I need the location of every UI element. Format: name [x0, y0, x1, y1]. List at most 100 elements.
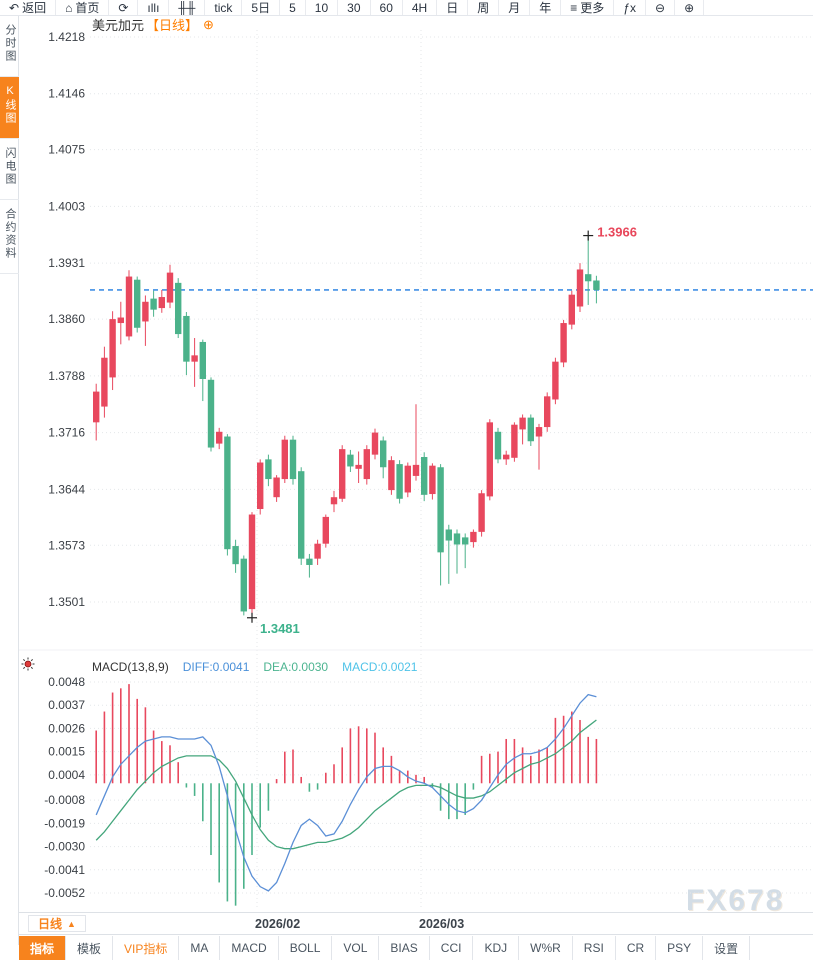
sidebar-item-lightning[interactable]: 闪电图: [0, 139, 19, 200]
candle-body[interactable]: [494, 431, 502, 460]
tab-kdj[interactable]: KDJ: [473, 936, 520, 960]
toolbar-item-refresh[interactable]: ⟳: [109, 0, 139, 15]
candle-body[interactable]: [429, 465, 436, 495]
candle-body[interactable]: [380, 440, 387, 468]
candle-body[interactable]: [306, 558, 313, 565]
tab-settings[interactable]: 设置: [703, 936, 751, 960]
period-selector[interactable]: 日线 ▲: [28, 915, 86, 932]
candle-body[interactable]: [207, 379, 215, 448]
candlestick-series[interactable]: [93, 235, 600, 618]
add-indicator-icon[interactable]: ⊕: [203, 16, 214, 32]
tab-bias[interactable]: BIAS: [379, 936, 430, 960]
candle-body[interactable]: [101, 357, 108, 407]
toolbar-item-home[interactable]: ⌂ 首页: [56, 0, 110, 15]
toolbar-item-daily[interactable]: 日: [437, 0, 469, 15]
candle-body[interactable]: [93, 391, 100, 423]
candle-body[interactable]: [158, 297, 165, 309]
toolbar-item-formula[interactable]: ƒx: [614, 0, 646, 15]
toolbar-item-zoom-in[interactable]: ⊕: [675, 0, 705, 15]
candle-body[interactable]: [232, 546, 239, 565]
toolbar-item-zoom-out[interactable]: ⊖: [646, 0, 676, 15]
candle-body[interactable]: [478, 493, 485, 532]
candle-body[interactable]: [166, 272, 174, 303]
candle-body[interactable]: [216, 431, 223, 444]
candle-body[interactable]: [339, 449, 346, 499]
tab-wr[interactable]: W%R: [519, 936, 573, 960]
candle-body[interactable]: [199, 341, 206, 379]
toolbar-item-yearly[interactable]: 年: [530, 0, 562, 15]
candle-body[interactable]: [445, 529, 452, 541]
candle-body[interactable]: [453, 533, 461, 545]
toolbar-item-tick[interactable]: tick: [205, 0, 243, 15]
candle-body[interactable]: [560, 323, 567, 363]
candle-body[interactable]: [576, 269, 584, 307]
candle-body[interactable]: [412, 464, 420, 476]
candle-body[interactable]: [593, 280, 600, 290]
toolbar-item-more[interactable]: ≡ 更多: [561, 0, 615, 15]
tab-psy[interactable]: PSY: [656, 936, 704, 960]
candle-body[interactable]: [544, 396, 551, 428]
candle-body[interactable]: [183, 315, 190, 362]
indicator-sun-icon[interactable]: [21, 657, 35, 676]
candle-body[interactable]: [470, 531, 477, 543]
tab-cci[interactable]: CCI: [430, 936, 474, 960]
candle-body[interactable]: [298, 471, 305, 559]
candle-body[interactable]: [355, 464, 362, 469]
candle-body[interactable]: [421, 457, 428, 495]
candle-body[interactable]: [552, 361, 559, 400]
candle-body[interactable]: [281, 439, 288, 480]
candle-body[interactable]: [109, 319, 116, 378]
candle-body[interactable]: [142, 301, 149, 322]
candle-body[interactable]: [486, 422, 493, 497]
candle-body[interactable]: [314, 543, 321, 559]
candle-body[interactable]: [330, 497, 338, 505]
candle-body[interactable]: [134, 279, 141, 328]
tab-ma[interactable]: MA: [179, 936, 221, 960]
tab-boll[interactable]: BOLL: [279, 936, 333, 960]
tab-rsi[interactable]: RSI: [573, 936, 616, 960]
tab-vol[interactable]: VOL: [332, 936, 380, 960]
tab-indicator[interactable]: 指标: [19, 936, 67, 960]
sidebar-item-contract-info[interactable]: 合约资料: [0, 200, 19, 274]
toolbar-item-30min[interactable]: 30: [338, 0, 371, 15]
candle-body[interactable]: [125, 276, 133, 337]
tab-macd[interactable]: MACD: [220, 936, 279, 960]
candle-body[interactable]: [175, 282, 182, 335]
toolbar-item-weekly[interactable]: 周: [468, 0, 500, 15]
candle-body[interactable]: [527, 417, 534, 442]
candle-body[interactable]: [396, 464, 403, 499]
candle-body[interactable]: [224, 436, 231, 550]
tab-template[interactable]: 模板: [66, 936, 114, 960]
candle-body[interactable]: [535, 427, 543, 437]
tab-cr[interactable]: CR: [616, 936, 657, 960]
toolbar-item-back[interactable]: ↶ 返回: [0, 0, 57, 15]
candle-body[interactable]: [257, 462, 264, 510]
candle-body[interactable]: [404, 465, 411, 493]
toolbar-item-5day[interactable]: 5日: [242, 0, 281, 15]
candle-body[interactable]: [117, 317, 124, 324]
toolbar-item-candle-chart[interactable]: ╫╫: [169, 0, 206, 15]
candle-body[interactable]: [503, 454, 510, 460]
candle-body[interactable]: [240, 558, 247, 612]
toolbar-item-4h[interactable]: 4H: [403, 0, 438, 15]
candle-body[interactable]: [511, 424, 518, 458]
toolbar-item-60min[interactable]: 60: [371, 0, 403, 15]
candle-body[interactable]: [388, 460, 395, 491]
toolbar-item-bar-chart[interactable]: ıllı: [138, 0, 170, 15]
candle-body[interactable]: [519, 417, 526, 430]
candle-body[interactable]: [150, 298, 157, 310]
candle-body[interactable]: [371, 432, 379, 455]
sidebar-item-kline[interactable]: K线图: [0, 77, 19, 139]
candle-body[interactable]: [273, 477, 280, 498]
toolbar-item-10min[interactable]: 10: [306, 0, 339, 15]
candle-body[interactable]: [322, 516, 329, 544]
candle-body[interactable]: [191, 355, 198, 362]
candle-body[interactable]: [248, 514, 256, 610]
candle-body[interactable]: [265, 459, 272, 480]
candle-body[interactable]: [585, 274, 592, 282]
sidebar-item-time-share[interactable]: 分时图: [0, 16, 19, 77]
toolbar-item-monthly[interactable]: 月: [499, 0, 531, 15]
candle-body[interactable]: [289, 439, 297, 480]
candle-body[interactable]: [437, 467, 444, 553]
